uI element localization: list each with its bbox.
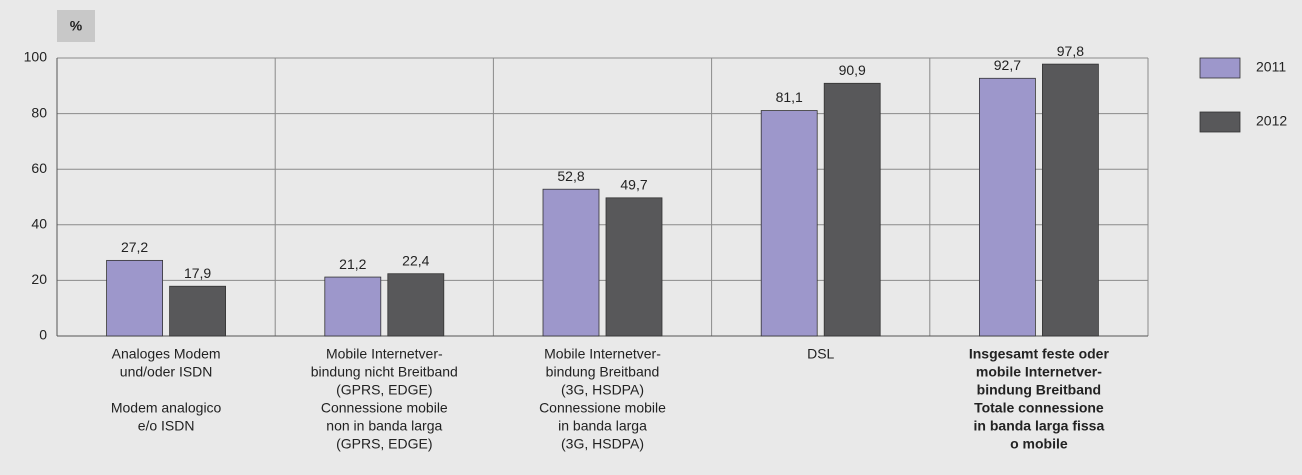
x-tick-label: (3G, HSDPA) (561, 382, 644, 398)
value-label: 21,2 (339, 256, 366, 272)
legend-label: 2012 (1256, 113, 1287, 129)
x-tick-label: in banda larga (558, 418, 647, 434)
bar (169, 285, 227, 337)
x-tick-label: Connessione mobile (321, 400, 448, 416)
x-tick-label: und/oder ISDN (120, 364, 213, 380)
legend-label: 2011 (1256, 59, 1286, 75)
value-label: 97,8 (1057, 43, 1084, 59)
y-axis-label: % (70, 18, 83, 34)
bar (979, 77, 1036, 337)
x-tick-label: bindung nicht Breitband (311, 364, 458, 380)
x-tick-label: in banda larga fissa (974, 418, 1105, 434)
x-tick-label: non in banda larga (326, 418, 442, 434)
value-label: 49,7 (620, 177, 647, 193)
x-tick-label: o mobile (1010, 436, 1068, 452)
y-tick-label: 20 (31, 271, 47, 287)
x-tick-label: mobile Internetver- (976, 364, 1102, 380)
x-tick-label: Mobile Internetver- (544, 346, 661, 362)
bar (324, 276, 382, 337)
x-tick-label: bindung Breitband (546, 364, 660, 380)
bar (542, 188, 600, 337)
bar (1042, 63, 1099, 337)
bar (106, 259, 163, 337)
value-label: 92,7 (994, 57, 1021, 73)
bar (605, 197, 663, 337)
value-label: 52,8 (557, 168, 584, 184)
x-tick-label: Analoges Modem (112, 346, 221, 362)
x-tick-label: DSL (807, 346, 834, 362)
y-tick-label: 40 (31, 216, 47, 232)
bar (387, 273, 445, 337)
x-tick-label: Insgesamt feste oder (969, 346, 1110, 362)
x-tick-label: Mobile Internetver- (326, 346, 443, 362)
x-tick-label: (GPRS, EDGE) (336, 382, 432, 398)
bar (823, 82, 881, 337)
x-tick-label: e/o ISDN (138, 418, 195, 434)
value-label: 17,9 (184, 265, 211, 281)
y-tick-label: 0 (39, 327, 47, 343)
legend-swatch (1199, 111, 1241, 133)
x-tick-label: Totale connessione (974, 400, 1104, 416)
value-label: 27,2 (121, 239, 148, 255)
legend-swatch (1199, 57, 1241, 79)
value-label: 22,4 (402, 252, 429, 268)
x-tick-label: (GPRS, EDGE) (336, 436, 432, 452)
value-label: 90,9 (839, 62, 866, 78)
x-tick-label: Modem analogico (111, 400, 222, 416)
x-tick-label: Connessione mobile (539, 400, 666, 416)
x-tick-label: (3G, HSDPA) (561, 436, 644, 452)
x-tick-label: bindung Breitband (977, 382, 1101, 398)
value-label: 81,1 (776, 89, 803, 105)
y-label-box (57, 10, 95, 42)
y-tick-label: 100 (24, 49, 48, 65)
bar (760, 110, 818, 337)
y-tick-label: 60 (31, 160, 47, 176)
y-tick-label: 80 (31, 104, 47, 120)
